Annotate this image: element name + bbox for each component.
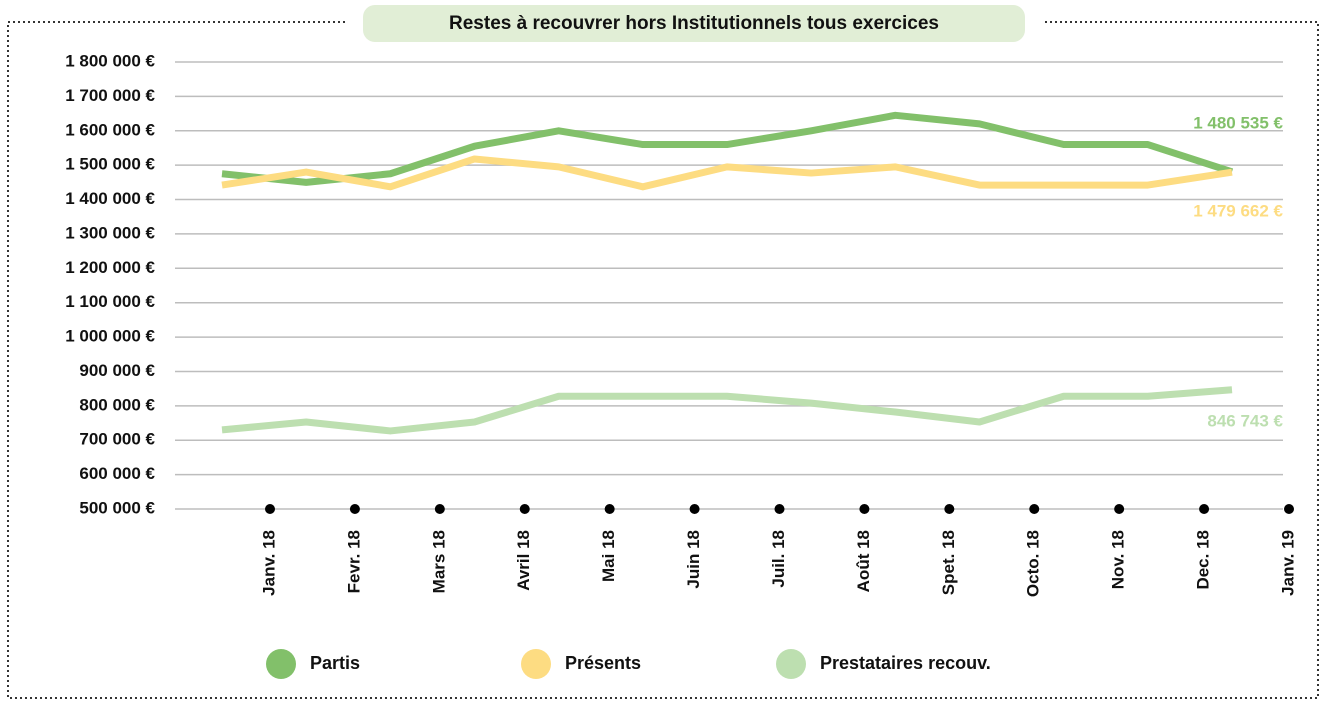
- y-tick-label: 1 500 000 €: [65, 155, 155, 174]
- x-tick-dot: [434, 504, 445, 514]
- x-tick-label: Janv. 18: [259, 530, 278, 596]
- y-tick-label: 1 100 000 €: [65, 292, 155, 311]
- y-tick-label: 1 700 000 €: [65, 86, 155, 105]
- legend-label: Présents: [565, 653, 641, 673]
- y-tick-label: 700 000 €: [79, 430, 155, 449]
- y-tick-label: 1 000 000 €: [65, 327, 155, 346]
- frame: [7, 21, 1319, 699]
- series-line: [221, 111, 1234, 186]
- x-tick-dot: [1114, 504, 1125, 514]
- x-tick-dot: [1029, 504, 1040, 514]
- x-tick-dot: [944, 504, 955, 514]
- x-tick-dot: [349, 504, 360, 514]
- x-tick-dot: [604, 504, 615, 514]
- series-line: [221, 386, 1233, 435]
- x-tick-dot: [1199, 504, 1210, 514]
- x-tick-label: Spet. 18: [939, 530, 958, 595]
- x-tick-label: Nov. 18: [1109, 530, 1128, 589]
- y-tick-label: 1 400 000 €: [65, 189, 155, 208]
- legend-swatch: [776, 649, 806, 679]
- legend-swatch: [266, 649, 296, 679]
- x-tick-dot: [859, 504, 870, 514]
- y-tick-label: 1 300 000 €: [65, 223, 155, 242]
- title-box: [363, 5, 1025, 42]
- x-tick-label: Dec. 18: [1194, 530, 1213, 590]
- y-tick-label: 600 000 €: [79, 464, 155, 483]
- x-tick-label: Août 18: [854, 530, 873, 592]
- value-label: 846 743 €: [1207, 411, 1283, 430]
- y-tick-label: 1 800 000 €: [65, 51, 155, 70]
- y-tick-label: 800 000 €: [79, 395, 155, 414]
- x-tick-label: Fevr. 18: [344, 530, 363, 593]
- y-tick-label: 500 000 €: [79, 498, 155, 517]
- x-tick-dot: [689, 504, 700, 514]
- y-tick-label: 900 000 €: [79, 361, 155, 380]
- x-tick-label: Juin 18: [684, 530, 703, 589]
- x-tick-label: Juil. 18: [769, 530, 788, 588]
- legend-label: Partis: [310, 653, 360, 673]
- x-tick-label: Mai 18: [599, 530, 618, 582]
- y-tick-label: 1 600 000 €: [65, 120, 155, 139]
- x-tick-dot: [774, 504, 785, 514]
- legend-swatch: [521, 649, 551, 679]
- x-tick-label: Avril 18: [514, 530, 533, 591]
- x-tick-dot: [1284, 504, 1294, 514]
- x-tick-label: Mars 18: [429, 530, 448, 593]
- y-tick-label: 1 200 000 €: [65, 258, 155, 277]
- value-label: 1 480 535 €: [1193, 113, 1283, 132]
- x-tick-label: Octo. 18: [1024, 530, 1043, 597]
- x-tick-dot: [519, 504, 530, 514]
- x-tick-label: Janv. 19: [1278, 530, 1297, 596]
- series-line: [221, 155, 1233, 191]
- legend-label: Prestataires recouv.: [820, 653, 991, 673]
- chart-title: Restes à recouvrer hors Institutionnels …: [449, 13, 939, 34]
- value-label: 1 479 662 €: [1193, 202, 1283, 221]
- x-tick-dot: [265, 504, 275, 514]
